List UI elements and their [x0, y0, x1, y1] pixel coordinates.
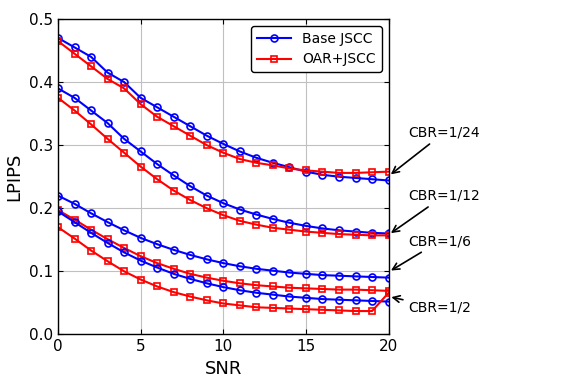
Text: CBR=1/24: CBR=1/24 [392, 125, 480, 173]
Text: CBR=1/2: CBR=1/2 [393, 296, 472, 315]
Y-axis label: LPIPS: LPIPS [5, 152, 23, 201]
Text: CBR=1/12: CBR=1/12 [393, 188, 480, 232]
Text: CBR=1/6: CBR=1/6 [393, 234, 472, 269]
Legend: Base JSCC, OAR+JSCC: Base JSCC, OAR+JSCC [251, 26, 382, 72]
X-axis label: SNR: SNR [205, 360, 242, 378]
